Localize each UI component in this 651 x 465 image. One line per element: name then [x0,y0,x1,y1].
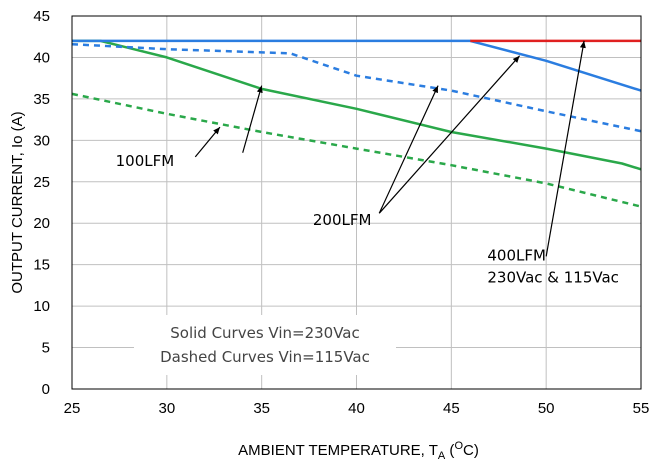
x-axis-title: AMBIENT TEMPERATURE, TA (OC) [238,440,479,462]
annotation-label: 230Vac & 115Vac [487,269,619,287]
y-axis-title: OUTPUT CURRENT, Io (A) [9,111,26,293]
series-line [71,42,642,133]
annotation-arrow [378,55,521,214]
series-line [72,39,642,171]
y-tick-label: 35 [33,91,50,108]
plot-frame [71,15,642,390]
x-tick-label: 50 [538,400,555,417]
annotation-arrow [545,40,586,257]
series-line [71,92,642,208]
y-tick-label: 0 [42,381,50,398]
notes-background [134,315,396,375]
annotation-arrow [194,126,221,158]
x-tick-label: 30 [158,400,175,417]
y-tick-label: 45 [33,8,50,25]
y-tick-label: 30 [33,132,50,149]
x-tick-label: 45 [443,400,460,417]
y-tick-label: 40 [33,49,50,66]
annotation-label: 100LFM [116,152,175,170]
curve-note: Dashed Curves Vin=115Vac [160,348,370,366]
y-tick-label: 5 [42,340,50,357]
x-tick-label: 25 [64,400,81,417]
x-tick-label: 35 [253,400,270,417]
x-tick-label: 55 [633,400,650,417]
curve-note: Solid Curves Vin=230Vac [170,324,360,342]
annotation-arrow [242,85,263,153]
series-lines [71,39,642,208]
series-line [72,39,642,92]
annotation-label: 400LFM [487,247,546,265]
y-tick-label: 15 [33,257,50,274]
annotation-label: 200LFM [313,211,372,229]
x-tick-label: 40 [348,400,365,417]
y-tick-label: 20 [33,215,50,232]
y-tick-label: 25 [33,174,50,191]
curve-notes: Solid Curves Vin=230Vac Dashed Curves Vin… [134,315,396,375]
annotation-arrow [378,85,439,214]
annotations: 100LFM 200LFM 400LFM 230Vac & 115Vac [116,40,619,287]
tick-labels: 25 30 35 40 45 50 55 0 5 10 15 20 25 30 35 40 45 [33,8,649,417]
y-tick-label: 10 [33,298,50,315]
